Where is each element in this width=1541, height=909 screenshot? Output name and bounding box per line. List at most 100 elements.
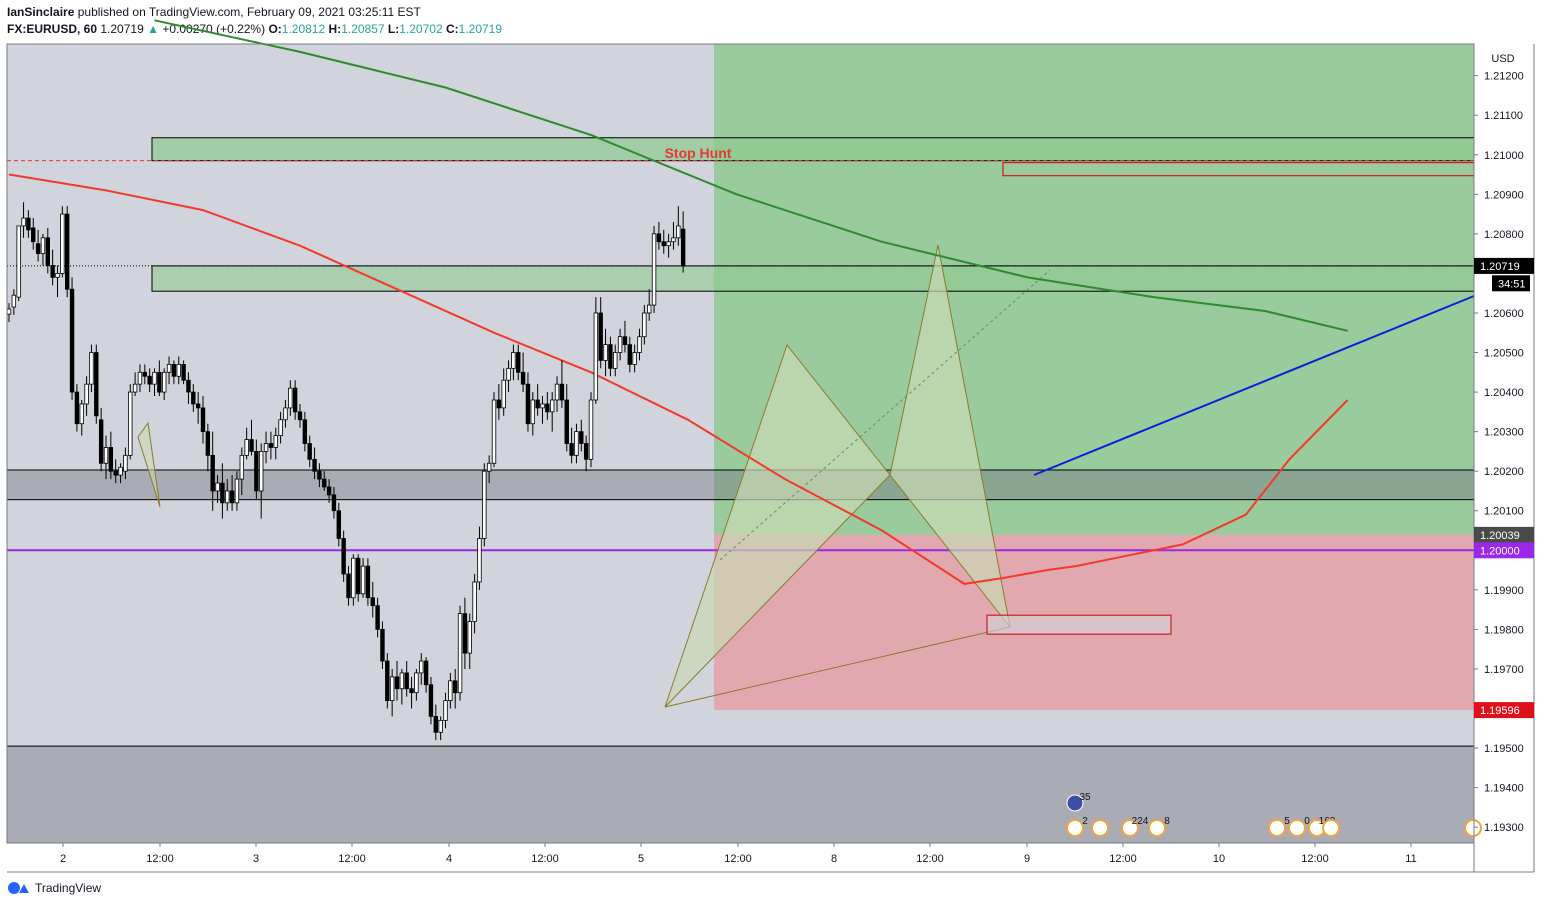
candle-down — [336, 510, 341, 539]
candle-up — [263, 443, 269, 452]
candle-down — [380, 629, 385, 662]
y-tick-label: 1.19800 — [1484, 624, 1524, 636]
candle-down — [94, 352, 99, 417]
x-tick-label: 11 — [1405, 853, 1416, 865]
pattern-xd-line — [664, 626, 1011, 708]
price-label: 1.20000 — [1480, 545, 1520, 557]
candle-down — [341, 538, 346, 575]
candle-down — [680, 228, 686, 267]
pattern-xab — [664, 343, 891, 708]
event-flag-icon — [1148, 819, 1166, 837]
candle-up — [477, 538, 482, 583]
x-tick-label: 12:00 — [916, 853, 944, 865]
candle-down — [181, 363, 186, 381]
candle-up — [79, 403, 84, 425]
symbol-label[interactable]: FX:EURUSD, 60 — [7, 22, 98, 36]
candle-up — [448, 680, 453, 702]
candle-up — [617, 336, 623, 353]
candle-up — [60, 213, 65, 274]
candle-up — [511, 352, 516, 369]
candle-down — [142, 371, 147, 377]
candle-down — [525, 383, 531, 425]
x-tick-label: 12:00 — [146, 853, 174, 865]
candle-down — [355, 557, 361, 595]
candle-up — [239, 454, 244, 480]
candle-down — [74, 391, 80, 425]
small-pattern — [137, 421, 161, 508]
candle-down — [191, 391, 196, 405]
price-label-bg — [1474, 526, 1534, 543]
candle-down — [322, 478, 327, 488]
price-label: 1.20039 — [1480, 530, 1520, 542]
candle-down — [307, 443, 312, 460]
candle-down — [268, 443, 274, 448]
x-tick-label: 12:00 — [724, 853, 752, 865]
event-count: 5 — [1284, 816, 1290, 827]
candle-down — [569, 443, 574, 456]
candle-up — [137, 371, 143, 385]
x-tick-label: 12:00 — [1301, 853, 1329, 865]
candle-down — [462, 613, 468, 654]
price-label: 34:51 — [1498, 278, 1526, 290]
candle-down — [608, 344, 613, 369]
candle-down — [302, 419, 308, 444]
candle-down — [627, 344, 632, 365]
candle-down — [404, 672, 409, 690]
candle-down — [65, 213, 70, 290]
candle-up — [40, 237, 46, 255]
event-count: 0 — [1304, 816, 1310, 827]
pattern-bcd — [889, 244, 1011, 628]
candle-up — [6, 308, 12, 315]
candle-down — [559, 383, 565, 401]
last-price: 1.20719 — [100, 22, 144, 36]
bottom-zone — [6, 745, 1475, 844]
y-tick-label: 1.20500 — [1484, 348, 1524, 360]
x-tick-label: 9 — [1024, 853, 1030, 865]
candle-up — [166, 363, 172, 373]
y-tick-label: 1.19500 — [1484, 743, 1524, 755]
low-label: L: — [387, 22, 400, 36]
candle-up — [118, 466, 123, 476]
ma-green-line — [154, 19, 1348, 332]
author-name[interactable]: IanSinclaire — [7, 5, 75, 19]
candle-up — [389, 676, 395, 702]
y-tick-label: 1.21200 — [1484, 71, 1524, 83]
candle-down — [254, 451, 259, 492]
y-tick-label: 1.20100 — [1484, 506, 1524, 518]
candle-up — [16, 225, 21, 298]
candle-up — [273, 435, 278, 448]
event-flag-icon — [1322, 819, 1340, 837]
footer-brand[interactable]: TradingView — [7, 881, 101, 895]
event-flag-icon — [1268, 819, 1286, 837]
x-tick-label: 3 — [253, 853, 259, 865]
candle-up — [486, 462, 492, 472]
candle-up — [482, 470, 487, 539]
candle-down — [229, 490, 235, 504]
low-value: 1.20702 — [399, 22, 443, 36]
candle-down — [292, 387, 298, 413]
candle-up — [244, 439, 249, 456]
event-count: 35 — [1079, 792, 1091, 803]
upper-supply-zone — [151, 137, 1475, 162]
close-label: C: — [445, 22, 459, 36]
y-tick-label: 1.19900 — [1484, 585, 1524, 597]
y-tick-label: 1.19300 — [1484, 822, 1524, 834]
candle-up — [399, 672, 405, 690]
event-flag-icon — [1066, 819, 1084, 837]
candle-down — [147, 375, 152, 385]
candle-up — [278, 419, 283, 436]
x-tick-label: 5 — [638, 853, 644, 865]
candle-up — [588, 399, 594, 460]
candle-down — [171, 363, 177, 377]
candle-down — [545, 403, 550, 413]
currency-label: USD — [1491, 53, 1514, 65]
candle-up — [666, 241, 671, 247]
candle-down — [205, 431, 211, 456]
event-flag-icon — [1464, 819, 1482, 837]
candle-down — [579, 431, 584, 444]
close-value: 1.20719 — [458, 22, 503, 36]
candle-up — [89, 352, 94, 385]
candles — [6, 202, 686, 741]
candle-up — [103, 447, 109, 464]
